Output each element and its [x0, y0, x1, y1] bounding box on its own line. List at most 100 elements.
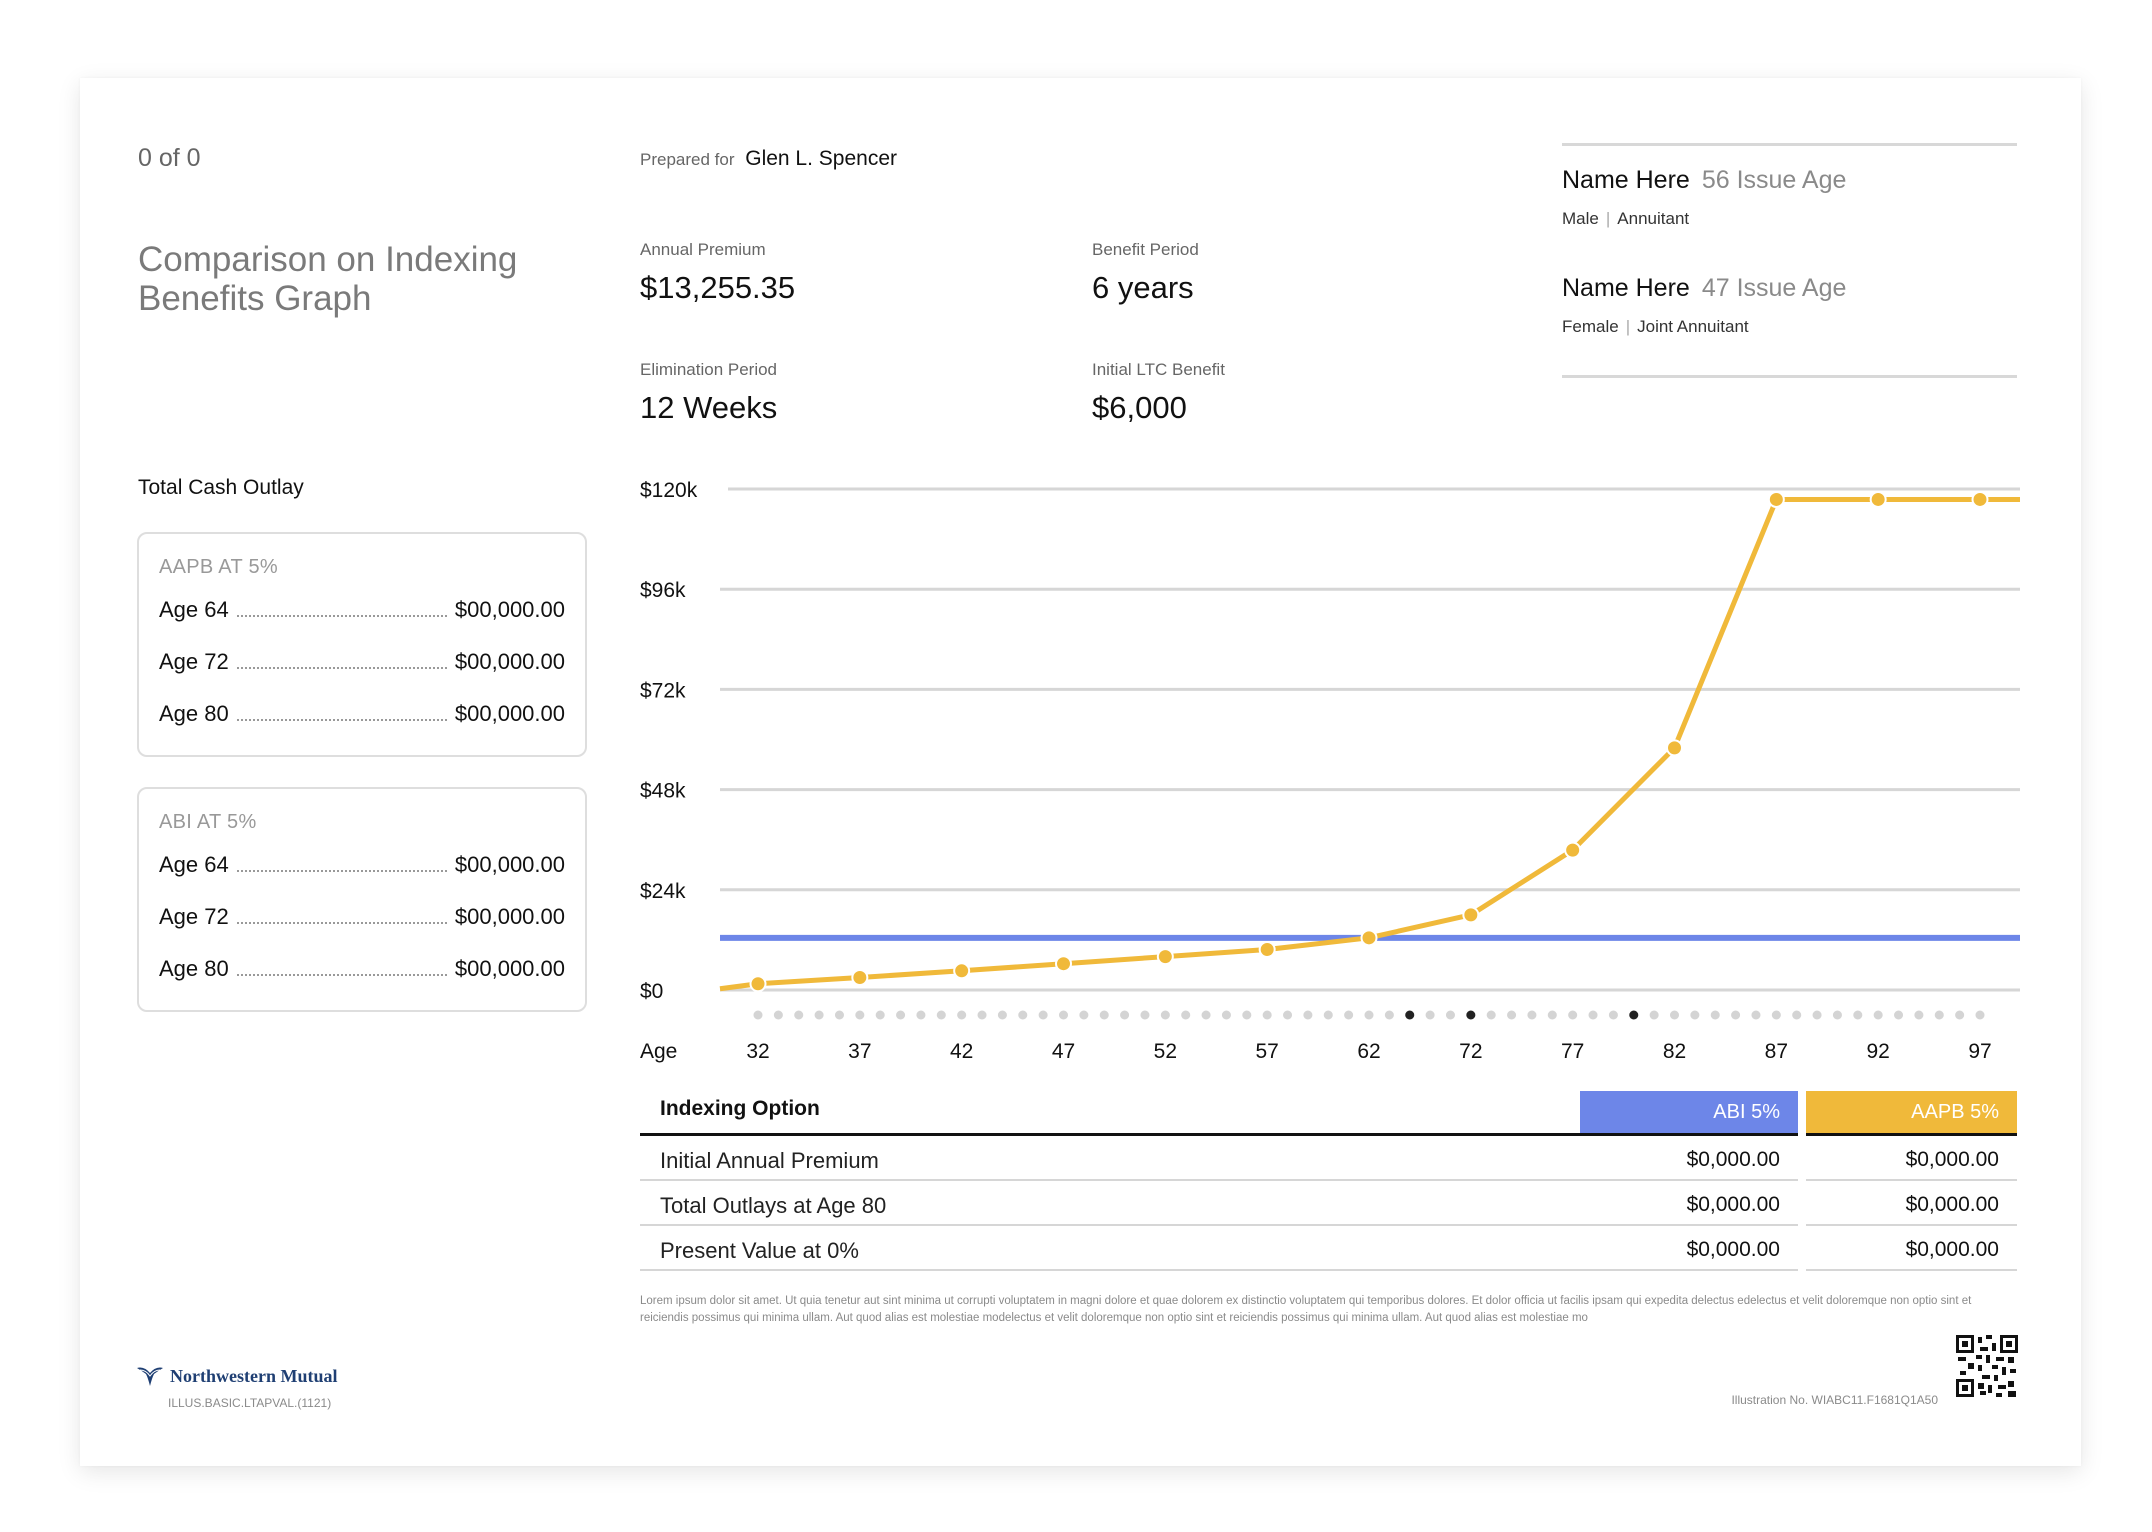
x-tick-label: 77 — [1561, 1040, 1584, 1063]
age-marker-dot — [1181, 1010, 1191, 1020]
table-cell: $0,000.00 — [1686, 1193, 1780, 1216]
age-marker-dot — [1588, 1010, 1598, 1020]
age-marker-dot — [1649, 1010, 1659, 1020]
row-value: $00,000.00 — [454, 701, 565, 726]
table-header-label: Indexing Option — [660, 1097, 820, 1120]
page-title: Comparison on Indexing Benefits Graph — [138, 240, 518, 318]
stat-label: Benefit Period — [1092, 240, 1199, 259]
person-name: Name Here — [1562, 166, 1690, 194]
column-header-aapb: AAPB 5% — [1806, 1091, 2017, 1133]
series-point — [1258, 941, 1276, 959]
x-axis-label: Age — [640, 1040, 677, 1063]
table-header-rule — [640, 1133, 1798, 1136]
age-marker-dot — [1262, 1010, 1272, 1020]
age-marker-dot — [1283, 1010, 1293, 1020]
row-divider — [640, 1269, 1798, 1271]
x-tick-label: 57 — [1255, 1040, 1278, 1063]
illustration-number: Illustration No. WIABC11.F1681Q1A50 — [1731, 1393, 1938, 1407]
age-marker-dot — [1975, 1010, 1985, 1020]
x-tick-label: 87 — [1765, 1040, 1788, 1063]
dotted-leader — [236, 719, 447, 721]
card-title: AAPB AT 5% — [159, 556, 278, 578]
stat-benefit-period: Benefit Period 6 years — [1092, 240, 1199, 306]
table-row-label: Initial Annual Premium — [660, 1148, 879, 1173]
table-row-label: Present Value at 0% — [660, 1238, 859, 1263]
person-name: Name Here — [1562, 274, 1690, 302]
dotted-leader — [236, 667, 447, 669]
prepared-for: Prepared for Glen L. Spencer — [640, 147, 897, 171]
age-marker-dot — [1690, 1010, 1700, 1020]
y-tick-label: $120k — [640, 479, 698, 502]
age-marker-dot — [1934, 1010, 1944, 1020]
y-tick-label: $96k — [640, 579, 686, 602]
list-item: Age 72 $00,000.00 — [159, 904, 565, 930]
dotted-leader — [236, 870, 447, 872]
age-marker-dot — [1608, 1010, 1618, 1020]
illustration-page: 0 of 0 Comparison on Indexing Benefits G… — [80, 78, 2081, 1466]
age-marker-dot — [1670, 1010, 1679, 1020]
age-marker-dot — [1955, 1010, 1965, 1020]
row-value: $00,000.00 — [454, 904, 565, 929]
y-tick-label: $0 — [640, 980, 663, 1003]
series-point — [1666, 739, 1683, 757]
list-item: Age 64 $00,000.00 — [159, 597, 565, 623]
x-tick-label: 92 — [1866, 1040, 1889, 1063]
table-header-rule — [1806, 1133, 2017, 1136]
person-joint-annuitant: Name Here 47 Issue Age Female | Joint Annui… — [1562, 274, 1846, 337]
card-title: ABI AT 5% — [159, 811, 257, 833]
row-label: Age 72 — [159, 649, 229, 674]
row-label: Age 64 — [159, 597, 229, 622]
x-tick-label: 42 — [950, 1040, 973, 1063]
table-cell: $0,000.00 — [1686, 1148, 1780, 1171]
age-marker-dot — [1303, 1010, 1313, 1020]
row-value: $00,000.00 — [454, 649, 565, 674]
y-tick-label: $24k — [640, 880, 686, 903]
separator: | — [1625, 317, 1631, 336]
prepared-for-label: Prepared for — [640, 150, 735, 169]
age-marker-dot — [1384, 1010, 1394, 1020]
age-marker-dot — [1120, 1010, 1130, 1020]
x-tick-label: 47 — [1052, 1040, 1075, 1063]
disclaimer-text: Lorem ipsum dolor sit amet. Ut quia tene… — [640, 1295, 1972, 1324]
y-tick-label: $72k — [640, 679, 686, 702]
age-marker-dot — [1771, 1010, 1781, 1020]
series-point — [1869, 490, 1887, 508]
age-marker-dot — [1344, 1010, 1354, 1020]
separator: | — [1605, 209, 1611, 228]
stat-label: Initial LTC Benefit — [1092, 360, 1225, 379]
series-point — [1156, 948, 1174, 966]
form-code: ILLUS.BASIC.LTAPVAL.(1121) — [168, 1396, 332, 1410]
series-point — [1971, 490, 1989, 508]
age-marker-dot — [997, 1010, 1007, 1020]
age-marker-dot — [1364, 1010, 1374, 1020]
row-divider — [1806, 1269, 2017, 1271]
age-marker-dot — [1853, 1010, 1863, 1020]
stat-value: $13,255.35 — [640, 270, 796, 305]
age-marker-dot — [916, 1010, 926, 1020]
person-role: Annuitant — [1617, 209, 1690, 228]
age-marker-dot — [1731, 1010, 1741, 1020]
x-tick-label: 32 — [746, 1040, 769, 1063]
age-marker-dot — [875, 1010, 885, 1020]
age-marker-dot — [753, 1010, 763, 1020]
stat-label: Annual Premium — [640, 240, 766, 259]
age-marker-dot — [773, 1010, 783, 1020]
person-issue-age: 47 Issue Age — [1701, 274, 1847, 302]
age-marker-dot — [1242, 1010, 1252, 1020]
x-tick-label: 62 — [1357, 1040, 1380, 1063]
person-gender: Male — [1562, 209, 1599, 228]
series-line-aapb — [719, 496, 2020, 992]
age-marker-dot — [1425, 1010, 1435, 1020]
stat-annual-premium: Annual Premium $13,255.35 — [640, 240, 795, 306]
age-marker-dot — [1160, 1010, 1170, 1020]
list-item: Age 72 $00,000.00 — [159, 649, 565, 675]
brand-name: Northwestern Mutual — [170, 1365, 338, 1386]
series-point — [1767, 490, 1785, 508]
age-marker-dot — [1323, 1010, 1333, 1020]
eagle-icon — [137, 1367, 163, 1386]
age-marker-dot — [1221, 1010, 1231, 1020]
series-point — [749, 975, 767, 993]
age-marker-dot — [1099, 1010, 1109, 1020]
table-cell: $0,000.00 — [1686, 1238, 1780, 1261]
series-point — [1462, 906, 1480, 924]
